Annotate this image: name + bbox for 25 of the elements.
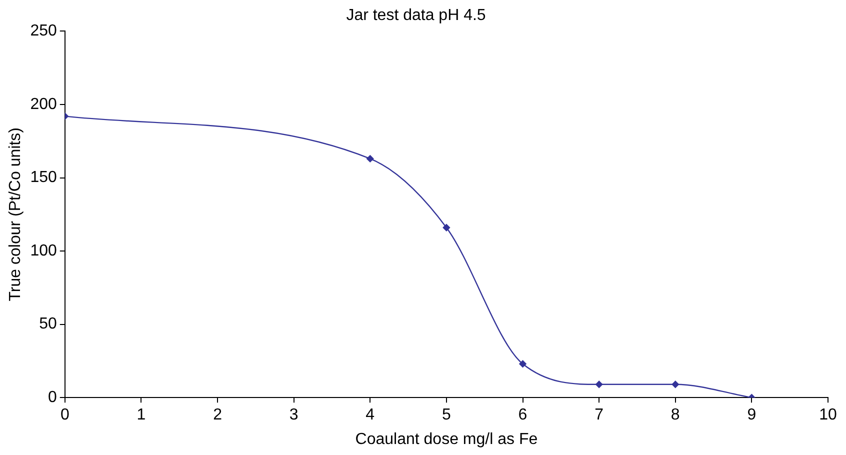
y-tick-label: 100 [30,242,57,260]
x-tick-label: 7 [594,406,604,424]
x-tick-label: 5 [442,406,451,424]
point [366,155,374,162]
x-tick-label: 9 [747,406,756,424]
y-axis-title: True colour (Pt/Co units) [7,128,24,302]
x-tick-label: 4 [366,406,375,424]
y-tick-label: 0 [48,389,57,406]
x-tick-label: 8 [670,406,680,424]
x-tick-label: 10 [819,406,837,424]
point [672,380,679,388]
y-tick-label: 50 [39,316,57,333]
x-tick-label: 6 [518,406,528,424]
x-tick-label: 2 [213,406,222,424]
x-tick-label: 0 [60,406,70,424]
x-tick-label: 3 [289,406,298,424]
point [595,380,603,388]
x-tick-label: 1 [136,406,146,424]
y-tick-label: 200 [30,96,57,113]
y-tick-label: 250 [30,22,57,40]
point [442,224,450,232]
x-axis-title: Coaulant dose mg/l as Fe [355,430,538,448]
point [519,360,526,368]
chart-title: Jar test data pH 4.5 [346,7,486,24]
y-tick-label: 150 [30,169,57,186]
